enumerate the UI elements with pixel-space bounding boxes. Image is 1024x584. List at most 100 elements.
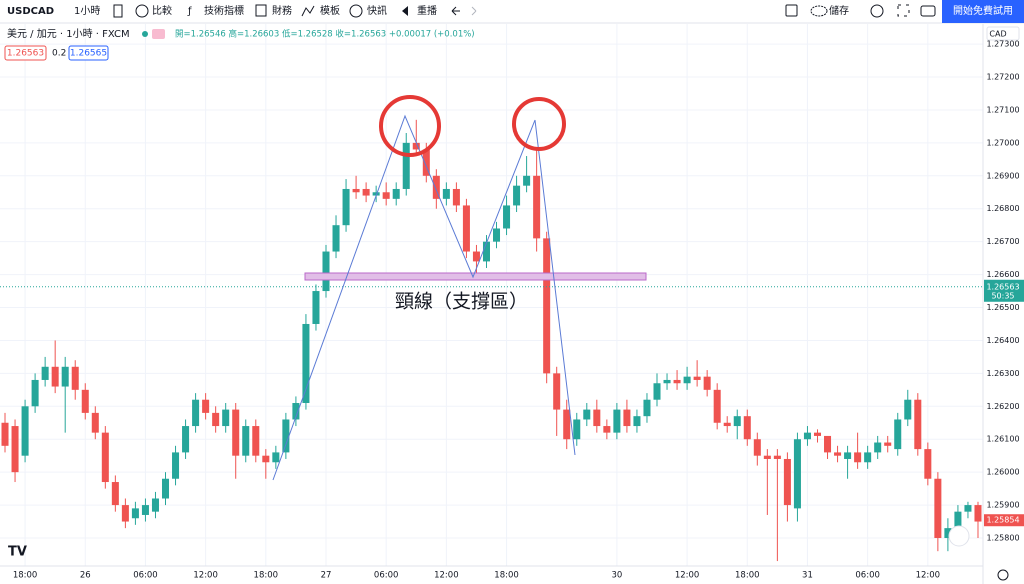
candle-body <box>382 192 390 199</box>
x-tick-label: 18:00 <box>13 571 38 581</box>
currency[interactable]: CAD <box>989 30 1006 39</box>
candle-body <box>513 185 521 206</box>
candle-body <box>824 435 832 453</box>
y-tick-label: 1.26200 <box>986 402 1019 411</box>
status-badge <box>152 29 165 39</box>
candle-body <box>482 241 490 262</box>
candle-icon[interactable] <box>113 4 123 18</box>
candle-body <box>222 409 230 427</box>
x-tick-label: 26 <box>80 571 91 581</box>
candle-body <box>71 366 79 390</box>
candle-body <box>753 439 761 456</box>
candle-body <box>924 449 932 479</box>
y-tick-label: 1.26800 <box>986 204 1019 213</box>
snapshot-icon[interactable] <box>920 5 936 17</box>
fullscreen-icon[interactable] <box>897 4 910 17</box>
candle-body <box>854 452 862 463</box>
spread: 0.2 <box>52 49 66 59</box>
candle-body <box>904 399 912 420</box>
candle-body <box>81 389 89 413</box>
ask[interactable]: 1.26565 <box>70 49 107 59</box>
trial-button[interactable] <box>942 0 1024 23</box>
candle-body <box>593 409 601 427</box>
candle-body <box>934 478 942 539</box>
replay[interactable]: 重播 <box>417 4 437 17</box>
cloud-icon[interactable] <box>810 5 828 17</box>
candle-body <box>151 498 159 512</box>
candle-body <box>252 426 260 456</box>
candle-body <box>884 442 892 446</box>
candle-body <box>131 508 139 519</box>
scroll-button[interactable] <box>948 525 970 547</box>
candle-body <box>432 175 440 199</box>
candle-body <box>964 505 972 512</box>
candle-body <box>793 439 801 509</box>
x-tick-label: 06:00 <box>855 571 880 581</box>
y-tick-label: 1.27300 <box>986 40 1019 49</box>
redo[interactable] <box>471 6 477 16</box>
y-tick-label: 1.25900 <box>986 501 1019 510</box>
candle-body <box>402 142 410 189</box>
candle-body <box>693 376 701 380</box>
financials-icon[interactable] <box>255 4 267 17</box>
fx-icon[interactable]: ƒ <box>187 6 192 17</box>
currency-box[interactable] <box>986 26 1020 41</box>
candle-body <box>161 478 170 499</box>
y-tick-label: 1.26300 <box>986 369 1019 378</box>
templates[interactable]: 模板 <box>320 4 340 17</box>
candle-body <box>974 505 982 522</box>
candle-body <box>633 416 641 427</box>
neckline-zone <box>304 272 647 281</box>
alerts[interactable]: 快訊 <box>367 4 387 17</box>
candle-body <box>272 452 280 463</box>
save[interactable]: 儲存 <box>829 4 849 17</box>
symbol[interactable]: USDCAD <box>7 6 54 17</box>
candle-body <box>553 373 561 410</box>
candle-body <box>533 175 541 239</box>
candle-body <box>623 409 631 427</box>
templates-icon[interactable] <box>301 5 315 17</box>
y-tick-label: 1.26700 <box>986 237 1019 246</box>
candle-body <box>894 419 902 450</box>
candle-body <box>462 205 470 252</box>
trial-label[interactable]: 開始免費試用 <box>953 4 1013 17</box>
compare[interactable]: 比較 <box>152 4 172 17</box>
candle-body <box>944 528 952 539</box>
candle-body <box>874 442 882 453</box>
bid-box[interactable] <box>4 45 47 61</box>
alerts-icon[interactable] <box>349 4 363 18</box>
candle-body <box>603 426 611 433</box>
undo[interactable] <box>451 6 460 16</box>
compare-icon[interactable] <box>135 4 149 18</box>
candle-body <box>573 419 581 440</box>
current-price: 1.26563 <box>986 282 1019 291</box>
ask-box[interactable] <box>68 45 109 61</box>
candle-body <box>803 432 811 440</box>
last-price-box <box>984 514 1024 527</box>
candle-body <box>864 452 872 463</box>
axis-settings[interactable] <box>997 569 1009 581</box>
x-tick-label: 18:00 <box>735 571 760 581</box>
indicators[interactable]: 技術指標 <box>204 4 244 17</box>
candle-body <box>613 409 621 433</box>
candle-body <box>352 188 360 193</box>
y-tick-label: 1.26100 <box>986 435 1019 444</box>
interval[interactable]: 1小時 <box>74 5 100 17</box>
x-tick-label: 30 <box>611 571 622 581</box>
candle-body <box>783 458 791 506</box>
replay-icon[interactable] <box>402 6 408 16</box>
candle-body <box>292 403 300 420</box>
bid[interactable]: 1.26563 <box>7 49 44 59</box>
financials[interactable]: 財務 <box>272 4 292 17</box>
candle-body <box>663 379 671 384</box>
candle-body <box>51 366 59 387</box>
y-tick-label: 1.26900 <box>986 171 1019 180</box>
candle-body <box>302 323 310 404</box>
logo: TV <box>8 545 27 560</box>
settings-icon[interactable] <box>870 4 884 18</box>
peak-circle <box>379 95 441 157</box>
candle-body <box>262 455 270 463</box>
candle-body <box>372 192 380 196</box>
layout-icon[interactable] <box>785 4 798 17</box>
